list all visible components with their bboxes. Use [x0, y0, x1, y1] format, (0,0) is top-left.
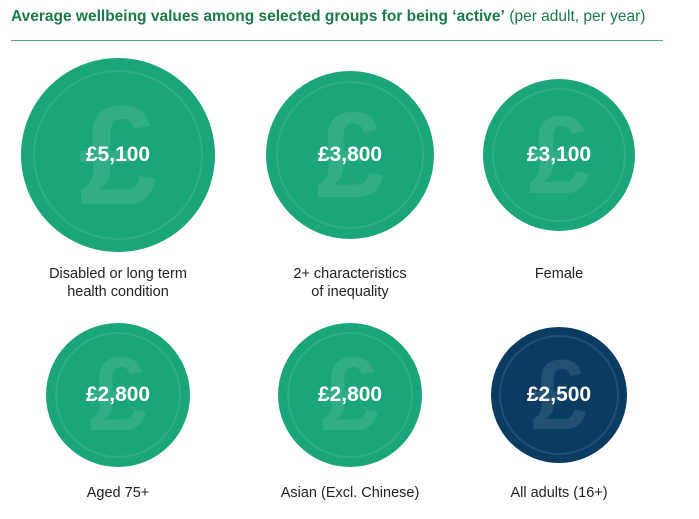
group-label: Female: [449, 265, 669, 283]
pound-sign-icon: £: [316, 87, 384, 223]
group-label-line: All adults (16+): [510, 485, 608, 501]
group-label-line: health condition: [67, 284, 169, 300]
chart-title: Average wellbeing values among selected …: [11, 8, 505, 25]
value-circle: £ £2,500: [491, 327, 627, 463]
group-label-line: Disabled or long term: [49, 266, 187, 282]
group-label-line: 2+ characteristics: [293, 266, 407, 282]
header-divider: [11, 40, 663, 41]
group-label-line: Aged 75+: [86, 485, 150, 501]
coin-ring: [287, 332, 413, 458]
pound-sign-icon: £: [78, 75, 158, 234]
value-circle: £ £2,800: [278, 323, 422, 467]
coin-ring: [276, 81, 424, 229]
coin-ring: [33, 70, 203, 240]
value-circle: £ £3,100: [483, 79, 635, 231]
chart-subtitle: (per adult, per year): [509, 8, 646, 25]
group-label-line: Female: [534, 266, 584, 282]
value-label: £3,800: [317, 143, 383, 166]
value-circle: £ £2,800: [46, 323, 190, 467]
pound-sign-icon: £: [321, 336, 379, 453]
group-label: Disabled or long term health condition: [8, 265, 228, 301]
pound-sign-icon: £: [531, 339, 587, 450]
value-label: £5,100: [85, 143, 151, 166]
group-label-line: of inequality: [311, 284, 389, 300]
value-label: £3,100: [526, 143, 592, 166]
pound-sign-icon: £: [89, 336, 147, 453]
value-circle: £ £3,800: [266, 71, 434, 239]
pound-sign-icon: £: [528, 93, 590, 217]
value-label: £2,800: [317, 383, 383, 406]
value-circle: £ £5,100: [21, 58, 215, 252]
value-label: £2,800: [85, 383, 151, 406]
group-label: 2+ characteristics of inequality: [240, 265, 460, 301]
group-label: Aged 75+: [8, 484, 228, 502]
group-label: All adults (16+): [449, 484, 669, 502]
group-label: Asian (Excl. Chinese): [240, 484, 460, 502]
coin-ring: [499, 335, 619, 455]
coin-ring: [55, 332, 181, 458]
value-label: £2,500: [526, 383, 592, 406]
group-label-line: Asian (Excl. Chinese): [280, 485, 420, 501]
coin-ring: [492, 88, 626, 222]
chart-header: Average wellbeing values among selected …: [11, 8, 666, 36]
